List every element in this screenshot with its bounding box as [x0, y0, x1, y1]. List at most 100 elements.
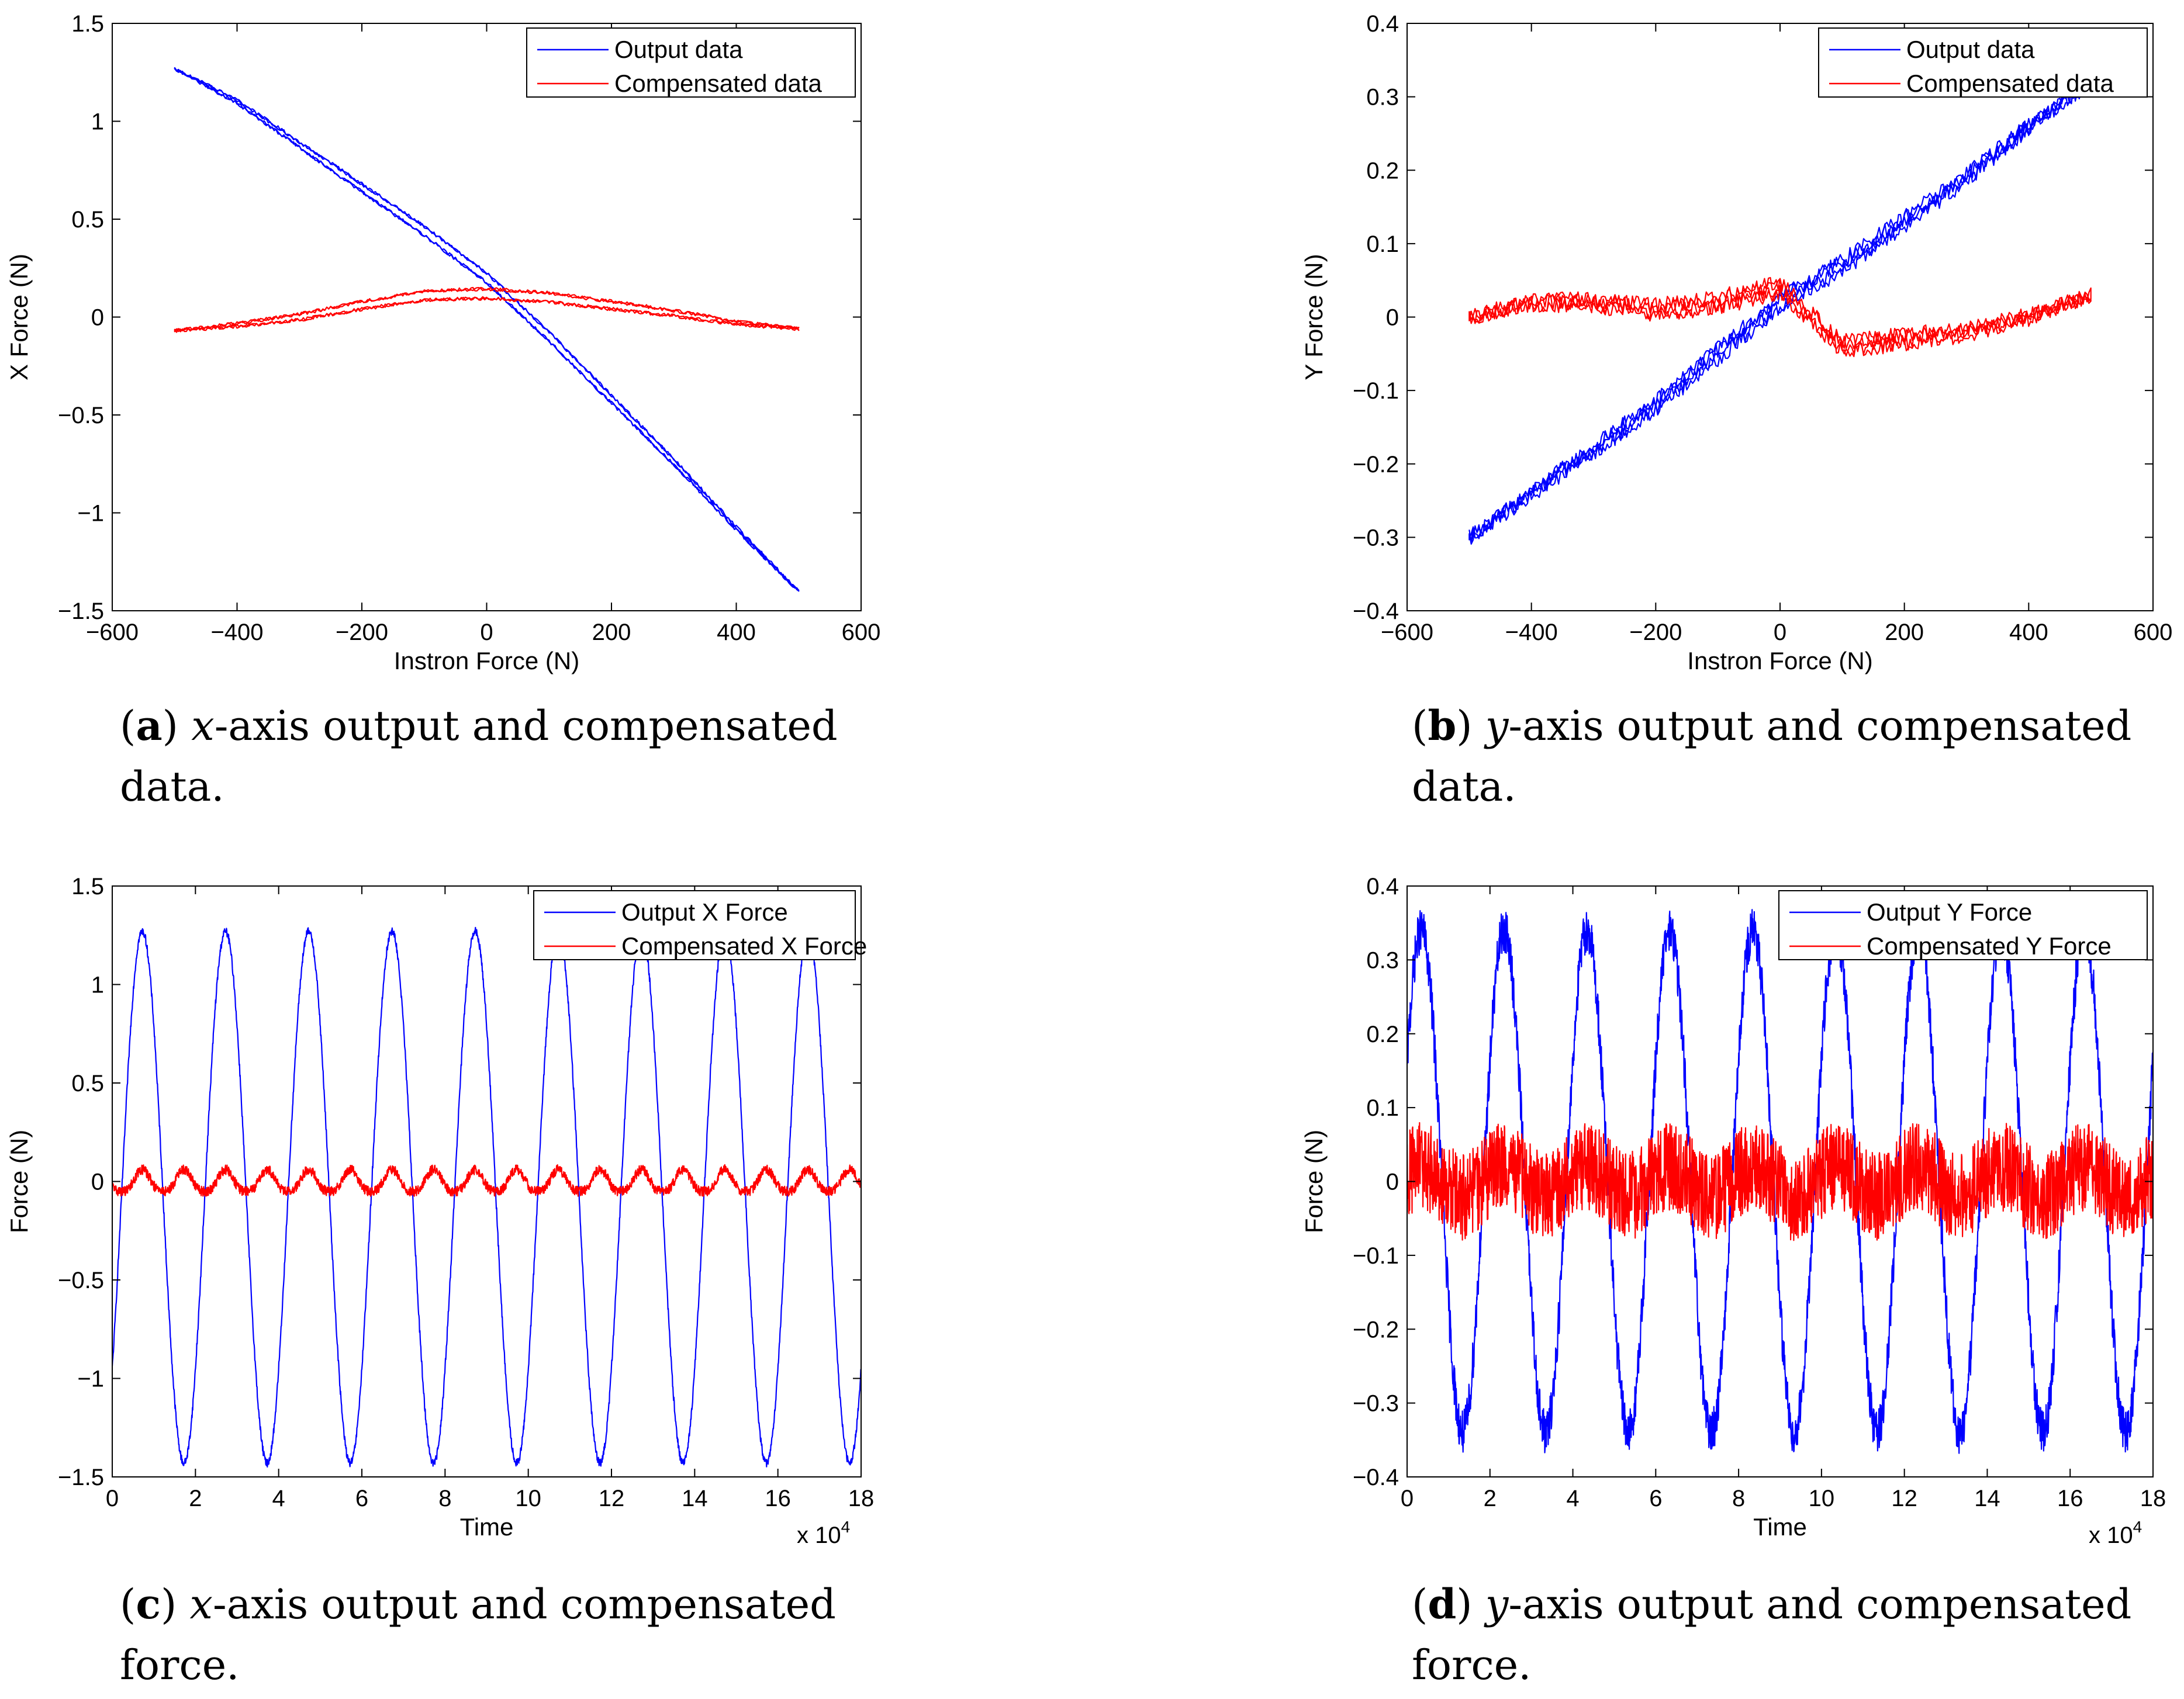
x-tick-label: 200 — [1885, 620, 1924, 645]
plot-frame — [112, 23, 862, 611]
x-axis-label: Instron Force (N) — [394, 647, 579, 674]
legend-label-compensated: Compensated data — [1906, 70, 2114, 97]
y-tick-label: −0.3 — [1353, 1391, 1399, 1417]
series-group — [112, 926, 861, 1468]
x-tick-label: 2 — [1484, 1486, 1497, 1511]
y-tick-label: −0.1 — [1353, 1243, 1399, 1269]
caption-c-text: -axis output and compensated — [212, 1580, 836, 1628]
series-compensated-line — [174, 286, 800, 333]
y-tick-label: 1 — [91, 973, 104, 998]
y-tick-label: 0.2 — [1366, 158, 1399, 184]
x-tick-label: 600 — [842, 620, 881, 645]
legend-label-output: Output data — [614, 36, 743, 63]
x-tick-label: 12 — [1891, 1486, 1917, 1511]
y-tick-label: 0.5 — [71, 207, 104, 233]
y-tick-label: 0.1 — [1366, 1095, 1399, 1121]
x-tick-label: 16 — [2057, 1486, 2083, 1511]
caption-d-line2: force. — [1412, 1641, 1532, 1689]
x-tick-label: −400 — [1505, 620, 1558, 645]
y-tick-label: 0 — [91, 1169, 104, 1195]
y-tick-label: −0.2 — [1353, 452, 1399, 477]
legend-label-compensated: Compensated X Force — [621, 932, 867, 960]
x-tick-label: 0 — [1401, 1486, 1414, 1511]
x-tick-label: −400 — [210, 620, 263, 645]
y-tick-label: 0.2 — [1366, 1022, 1399, 1047]
x-tick-label: −200 — [1629, 620, 1682, 645]
x-tick-label: 0 — [480, 620, 493, 645]
x-tick-label: 4 — [1566, 1486, 1579, 1511]
x-tick-label: 2 — [189, 1486, 202, 1511]
x-tick-label: 600 — [2134, 620, 2173, 645]
y-tick-label: 0 — [1386, 305, 1399, 331]
y-tick-label: −1 — [77, 501, 104, 527]
y-tick-label: −0.1 — [1353, 378, 1399, 404]
series-compensated-line — [1468, 276, 2092, 358]
y-tick-label: 0 — [1386, 1169, 1399, 1195]
series-group — [1468, 75, 2092, 545]
y-tick-label: 1.5 — [71, 11, 104, 37]
x-tick-label: 0 — [106, 1486, 119, 1511]
panel-b-chart: −600 −400 −200 0 200 400 600 −0.4 −0.3 −0.2 −0.1 0 0… — [1300, 11, 2172, 674]
y-tick-label: −0.5 — [58, 403, 104, 428]
caption-d: (d) y-axis output and compensated force. — [1412, 1580, 2132, 1689]
legend-label-compensated: Compensated Y Force — [1867, 932, 2112, 960]
y-tick-label: −0.3 — [1353, 525, 1399, 551]
series-compensated-line — [112, 1164, 861, 1197]
legend: Output Y Force Compensated Y Force — [1778, 890, 2148, 960]
x-tick-label: 8 — [1732, 1486, 1745, 1511]
legend: Output data Compensated data — [526, 27, 856, 98]
y-tick-label: 0 — [91, 305, 104, 331]
x-tick-label: −200 — [336, 620, 388, 645]
legend-label-output: Output Y Force — [1867, 898, 2032, 926]
y-tick-label: −0.5 — [58, 1268, 104, 1293]
legend: Output data Compensated data — [1818, 27, 2148, 98]
caption-c-line2: force. — [120, 1641, 240, 1689]
panel-c-chart: 0 2 4 6 8 10 12 14 16 18 −1.5 −1 −0.5 0 0.5 1 1.5 Time For… — [5, 874, 874, 1548]
y-tick-label: −1.5 — [58, 1465, 104, 1490]
series-output-line — [1407, 908, 2153, 1454]
caption-a-text: -axis output and compensated — [214, 702, 838, 750]
x-tick-label: −600 — [1381, 620, 1433, 645]
x-axis-label: Time — [1753, 1513, 1807, 1541]
series-group — [174, 67, 800, 592]
x-tick-label: 12 — [599, 1486, 625, 1511]
caption-c-letter: c — [136, 1580, 161, 1628]
legend-box — [1778, 890, 2148, 960]
caption-c: (c) x-axis output and compensated force. — [120, 1580, 836, 1689]
legend-box — [533, 890, 856, 960]
x-tick-label: 6 — [1649, 1486, 1662, 1511]
y-tick-label: −0.4 — [1353, 1465, 1399, 1490]
caption-d-text: -axis output and compensated — [1508, 1580, 2132, 1628]
y-tick-label: 0.4 — [1366, 11, 1399, 37]
caption-a-line2: data. — [120, 763, 224, 811]
y-tick-label: 0.1 — [1366, 231, 1399, 257]
x-tick-label: 10 — [1809, 1486, 1835, 1511]
panel-a-chart: −600 −400 −200 0 200 400 600 −1.5 −1 −0.5 0 0.5 1 1.5… — [5, 11, 880, 674]
caption-b-line2: data. — [1412, 763, 1516, 811]
x-multiplier-base: x 10 — [797, 1522, 841, 1548]
x-tick-label: 10 — [515, 1486, 541, 1511]
x-tick-label: 16 — [765, 1486, 791, 1511]
legend: Output X Force Compensated X Force — [533, 890, 867, 960]
y-tick-label: 1.5 — [71, 874, 104, 899]
caption-d-var: y — [1485, 1580, 1509, 1628]
x-tick-label: 18 — [2140, 1486, 2166, 1511]
caption-c-var: x — [189, 1580, 213, 1628]
y-tick-label: −1.5 — [58, 598, 104, 624]
series-output-line — [174, 67, 800, 592]
series-group — [1407, 908, 2153, 1454]
x-tick-label: 0 — [1774, 620, 1786, 645]
legend-label-output: Output X Force — [621, 898, 788, 926]
y-tick-label: 0.4 — [1366, 874, 1399, 899]
x-tick-label: 400 — [717, 620, 756, 645]
legend-label-output: Output data — [1906, 36, 2035, 63]
x-multiplier-exponent: 4 — [841, 1518, 851, 1536]
y-tick-label: −1 — [77, 1366, 104, 1392]
caption-a-var: x — [191, 702, 215, 750]
y-tick-label: −0.2 — [1353, 1317, 1399, 1342]
y-tick-label: 0.5 — [71, 1071, 104, 1096]
panel-d-chart: 0 2 4 6 8 10 12 14 16 18 −0.4 −0.3 −0.2 −0.1 0 0.1 0.2 0.… — [1300, 874, 2166, 1548]
x-tick-label: 14 — [1974, 1486, 2000, 1511]
x-tick-label: 8 — [438, 1486, 451, 1511]
